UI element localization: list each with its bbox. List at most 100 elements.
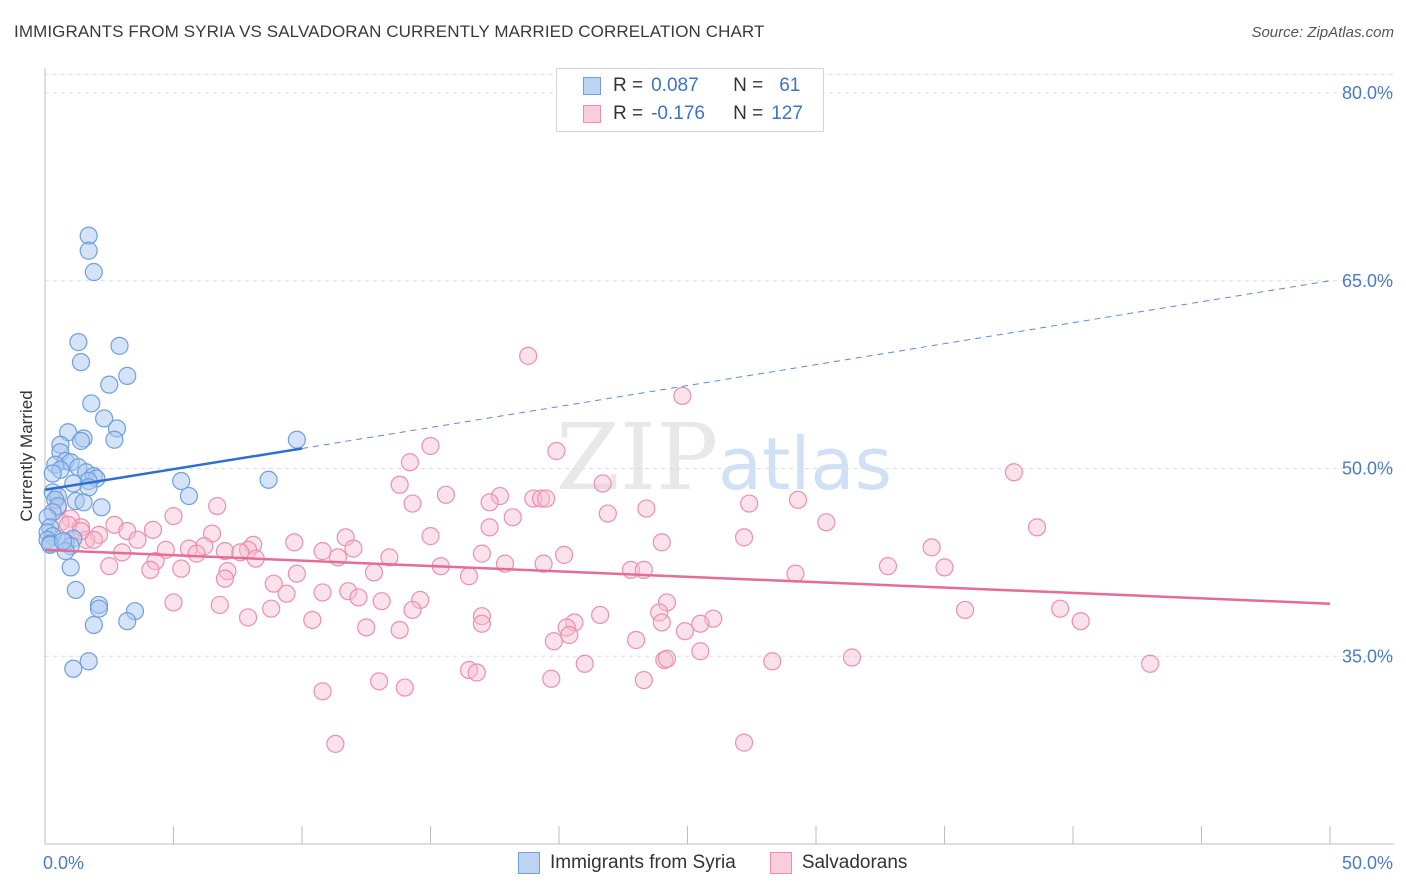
source-label: Source: ZipAtlas.com <box>1251 24 1394 41</box>
salvadoran-point <box>1027 518 1047 537</box>
salvadoran-point <box>524 489 543 508</box>
salvadoran-point <box>1051 599 1070 618</box>
chart-title: IMMIGRANTS FROM SYRIA VS SALVADORAN CURR… <box>14 22 765 41</box>
salvadoran-point <box>141 560 160 579</box>
salvadoran-point <box>652 533 671 552</box>
salvadorans-swatch <box>583 105 601 123</box>
syria-point <box>84 262 103 282</box>
salvadoran-point <box>935 558 954 577</box>
salvadoran-point <box>215 569 234 588</box>
salvadoran-point <box>467 663 486 682</box>
watermark-atlas: atlas <box>718 422 892 506</box>
salvadoran-point <box>390 475 409 494</box>
legend-row-salvadorans: R = -0.176 N = 127 <box>557 101 803 127</box>
syria-point <box>43 464 62 483</box>
syria-point <box>71 431 91 451</box>
salvadoran-point <box>421 436 440 456</box>
syria-point <box>69 333 88 352</box>
salvadoran-point <box>786 564 805 583</box>
salvadoran-point <box>490 486 509 506</box>
legend-r-value-salvadorans: -0.176 <box>651 103 705 124</box>
salvadoran-point <box>146 552 165 571</box>
salvadoran-point <box>195 537 214 556</box>
salvadoran-point <box>480 518 499 537</box>
salvadoran-point <box>264 574 283 593</box>
syria-point <box>53 532 73 551</box>
salvadoran-point <box>143 520 163 539</box>
salvadoran-point <box>691 642 710 661</box>
syria-point <box>92 498 111 517</box>
salvadoran-point <box>788 490 808 509</box>
syria-trend-extrapolated <box>301 280 1331 449</box>
salvadoran-point <box>1140 654 1160 673</box>
syria-point <box>82 394 101 413</box>
salvadoran-trend-line <box>44 548 1331 605</box>
salvadoran-point <box>277 584 296 603</box>
salvadorans-legend-swatch <box>769 852 792 874</box>
salvadoran-point <box>480 493 499 512</box>
salvadoran-point <box>734 528 754 547</box>
x-tick-labels: 0.0% 50.0% <box>43 853 1393 873</box>
salvadoran-point <box>285 533 304 552</box>
y-tick-label: 35.0% <box>1342 646 1393 666</box>
legend-n-label: N = <box>733 103 764 124</box>
syria-point <box>64 659 83 678</box>
salvadoran-point <box>287 564 306 583</box>
salvadoran-point <box>673 386 692 406</box>
salvadoran-point <box>390 620 409 640</box>
salvadoran-point <box>339 582 358 601</box>
salvadoran-point <box>637 499 656 518</box>
salvadoran-point <box>555 545 574 564</box>
salvadoran-point <box>534 554 553 573</box>
salvadoran-point <box>349 588 368 607</box>
syria-point <box>74 493 93 512</box>
syria-point <box>79 241 98 260</box>
salvadoran-point <box>472 614 491 633</box>
legend-item-salvadorans: Salvadorans <box>769 852 907 874</box>
syria-point <box>172 471 191 491</box>
y-tick-label: 50.0% <box>1342 459 1393 479</box>
salvadoran-point <box>100 557 119 576</box>
salvadoran-point <box>128 530 147 549</box>
salvadoran-point <box>421 527 440 546</box>
x-ticks <box>44 826 1331 844</box>
syria-point <box>95 409 114 428</box>
grid <box>45 73 1394 657</box>
syria-swatch <box>583 77 601 95</box>
salvadoran-point <box>1071 612 1090 631</box>
salvadoran-point <box>878 557 898 576</box>
salvadoran-point <box>215 542 234 561</box>
legend-row-syria: R = 0.087 N = 61 <box>557 73 800 99</box>
salvadoran-point <box>955 600 975 620</box>
salvadoran-point <box>364 563 384 582</box>
legend-item-syria: Immigrants from Syria <box>518 852 736 874</box>
syria-point <box>71 353 91 372</box>
legend-n-value-salvadorans: 127 <box>771 103 803 124</box>
salvadoran-point <box>472 544 491 563</box>
correlation-legend: R = 0.087 N = 61 R = -0.176 N = 127 <box>556 68 824 132</box>
y-tick-label: 80.0% <box>1342 83 1393 103</box>
salvadoran-point <box>740 494 759 513</box>
salvadoran-point <box>626 630 646 650</box>
syria-point <box>100 375 119 394</box>
syria-point <box>259 470 278 489</box>
salvadoran-point <box>344 539 363 558</box>
salvadoran-point <box>657 593 677 612</box>
salvadoran-point <box>262 599 281 618</box>
salvadoran-point <box>675 622 695 641</box>
syria-point <box>84 615 103 635</box>
salvadoran-point <box>208 496 227 516</box>
salvadoran-point <box>459 567 479 586</box>
x-tick-label: 0.0% <box>43 853 84 873</box>
y-tick-label: 65.0% <box>1342 271 1393 291</box>
salvadoran-point <box>1004 463 1023 482</box>
salvadoran-point <box>537 489 556 508</box>
x-tick-label: 50.0% <box>1342 853 1393 873</box>
salvadoran-point <box>84 530 103 549</box>
salvadoran-point <box>591 605 610 625</box>
salvadoran-point <box>817 513 836 532</box>
salvadoran-point <box>547 441 566 461</box>
syria-point <box>61 558 80 577</box>
syria-point <box>105 430 124 449</box>
salvadoran-point <box>436 485 456 504</box>
